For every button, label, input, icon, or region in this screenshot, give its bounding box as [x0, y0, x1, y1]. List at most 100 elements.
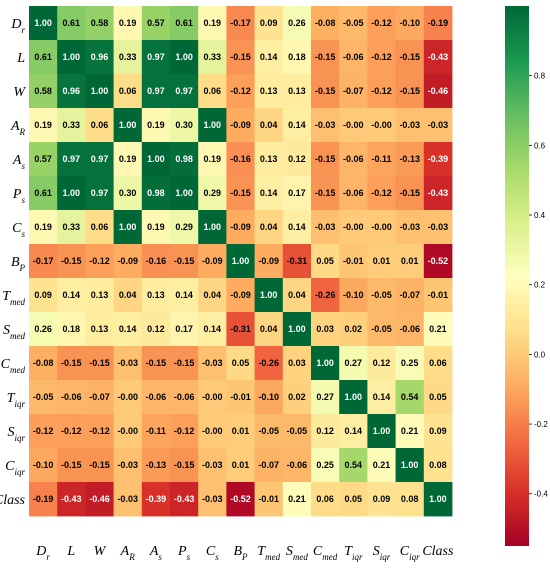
- cell-value-r7-c9: -0.31: [287, 256, 308, 266]
- row-label-7: BP: [11, 255, 26, 273]
- heatmap-cell-r11-c10: [311, 380, 340, 415]
- heatmap-cell-r14-c4: [141, 482, 171, 517]
- cell-value-r4-c12: -0.11: [371, 154, 391, 164]
- cell-value-r10-c7: 0.05: [232, 358, 250, 368]
- cell-value-r1-c0: 0.61: [34, 52, 52, 62]
- cell-value-r1-c8: 0.14: [260, 52, 278, 62]
- heatmap-cell-r8-c13: [395, 278, 425, 313]
- heatmap-cell-r10-c3: [113, 346, 143, 381]
- heatmap-cell-r8-c9: [282, 278, 312, 313]
- heatmap-cell-r9-c4: [141, 312, 171, 347]
- heatmap-cell-r13-c0: [29, 448, 58, 483]
- heatmap-cell-r2-c10: [311, 74, 340, 109]
- heatmap-cell-r0-c11: [339, 6, 368, 41]
- cell-value-r0-c2: 0.58: [91, 18, 109, 28]
- cell-value-r7-c0: -0.17: [33, 256, 54, 266]
- heatmap-cell-r7-c12: [367, 244, 396, 279]
- row-label-0: Dr: [10, 17, 25, 35]
- cell-value-r4-c5: 0.98: [175, 154, 193, 164]
- heatmap-cell-r1-c7: [226, 40, 255, 75]
- heatmap-cell-r2-c14: [423, 74, 453, 109]
- cell-value-r3-c11: -0.00: [343, 120, 364, 130]
- heatmap-cell-r1-c12: [367, 40, 396, 75]
- cell-value-r1-c9: 0.18: [288, 52, 306, 62]
- cell-value-r1-c11: -0.06: [343, 52, 364, 62]
- heatmap-cell-r11-c12: [367, 380, 396, 415]
- cell-value-r13-c11: 0.54: [345, 460, 363, 470]
- heatmap-cell-r3-c14: [423, 108, 453, 143]
- heatmap-cell-r11-c14: [423, 380, 453, 415]
- heatmap-cell-r1-c11: [339, 40, 368, 75]
- col-label-5: Ps: [177, 544, 191, 562]
- cell-value-r0-c4: 0.57: [147, 18, 165, 28]
- cell-value-r5-c8: 0.14: [260, 188, 278, 198]
- cell-value-r3-c9: 0.14: [288, 120, 306, 130]
- cell-value-r5-c9: 0.17: [288, 188, 306, 198]
- cell-value-r0-c11: -0.05: [343, 18, 364, 28]
- cell-value-r14-c13: 0.08: [401, 494, 419, 504]
- heatmap-cell-r5-c14: [423, 176, 453, 211]
- heatmap-cell-r0-c3: [113, 6, 143, 41]
- heatmap-cell-r14-c3: [113, 482, 143, 517]
- cell-value-r2-c7: -0.12: [230, 86, 251, 96]
- cell-value-r7-c10: 0.05: [316, 256, 334, 266]
- heatmap-cell-r2-c6: [198, 74, 227, 109]
- heatmap-cell-r10-c13: [395, 346, 425, 381]
- cell-value-r10-c1: -0.15: [61, 358, 82, 368]
- cell-value-r3-c14: -0.03: [428, 120, 449, 130]
- heatmap-cell-r12-c1: [57, 414, 86, 449]
- cell-value-r11-c13: 0.54: [401, 392, 419, 402]
- row-label-9: Smed: [3, 323, 25, 341]
- cell-value-r0-c10: -0.08: [315, 18, 336, 28]
- cell-value-r5-c7: -0.15: [230, 188, 251, 198]
- cell-value-r11-c3: -0.00: [117, 392, 138, 402]
- heatmap-cell-r5-c7: [226, 176, 255, 211]
- cell-value-r14-c2: -0.46: [89, 494, 110, 504]
- heatmap-cell-r12-c0: [29, 414, 58, 449]
- cell-value-r9-c0: 0.26: [34, 324, 52, 334]
- heatmap-cell-r4-c12: [367, 142, 396, 177]
- cell-value-r6-c7: -0.09: [230, 222, 251, 232]
- heatmap-cell-r12-c5: [170, 414, 199, 449]
- heatmap-cell-r7-c5: [170, 244, 199, 279]
- cell-value-r7-c4: -0.16: [146, 256, 167, 266]
- cell-value-r5-c10: -0.15: [315, 188, 336, 198]
- cell-value-r3-c4: 0.19: [147, 120, 165, 130]
- cell-value-r3-c3: 1.00: [119, 120, 137, 130]
- heatmap-cell-r4-c10: [311, 142, 340, 177]
- cell-value-r4-c11: -0.06: [343, 154, 364, 164]
- cell-value-r10-c6: -0.03: [202, 358, 223, 368]
- cell-value-r2-c9: 0.13: [288, 86, 306, 96]
- cell-value-r9-c7: -0.31: [230, 324, 251, 334]
- heatmap-cell-r13-c1: [57, 448, 86, 483]
- heatmap-cell-r7-c6: [198, 244, 227, 279]
- heatmap-cell-r13-c9: [282, 448, 312, 483]
- heatmap-cell-r5-c5: [170, 176, 199, 211]
- cell-value-r12-c7: 0.01: [232, 426, 250, 436]
- cell-value-r11-c6: -0.00: [202, 392, 223, 402]
- cell-value-r4-c1: 0.97: [63, 154, 81, 164]
- cell-value-r2-c3: 0.06: [119, 86, 137, 96]
- heatmap-cell-r6-c9: [282, 210, 312, 245]
- cell-value-r9-c2: 0.13: [91, 324, 109, 334]
- heatmap-cell-r6-c2: [85, 210, 114, 245]
- heatmap-cell-r2-c12: [367, 74, 396, 109]
- heatmap-cell-r4-c4: [141, 142, 171, 177]
- heatmap-cell-r7-c8: [254, 244, 284, 279]
- row-labels: Dr L W AR As Ps Cs BP Tmed Smed Cmed Tiqr Siqr Ciqr Cl…: [0, 17, 26, 508]
- cell-value-r5-c4: 0.98: [147, 188, 165, 198]
- cell-value-r7-c14: -0.52: [428, 256, 449, 266]
- heatmap-cell-r0-c9: [282, 6, 312, 41]
- heatmap-cell-r10-c12: [367, 346, 396, 381]
- cell-value-r14-c14: 1.00: [429, 494, 447, 504]
- heatmap-cell-r13-c4: [141, 448, 171, 483]
- cell-value-r14-c12: 0.09: [373, 494, 391, 504]
- cell-value-r0-c0: 1.00: [34, 18, 52, 28]
- heatmap-cell-r7-c7: [226, 244, 255, 279]
- heatmap-cell-r10-c6: [198, 346, 227, 381]
- cell-value-r4-c7: -0.16: [230, 154, 251, 164]
- heatmap-cell-r2-c0: [29, 74, 58, 109]
- cell-value-r2-c2: 1.00: [91, 86, 109, 96]
- heatmap-cell-r12-c14: [423, 414, 453, 449]
- heatmap-cell-r4-c0: [29, 142, 58, 177]
